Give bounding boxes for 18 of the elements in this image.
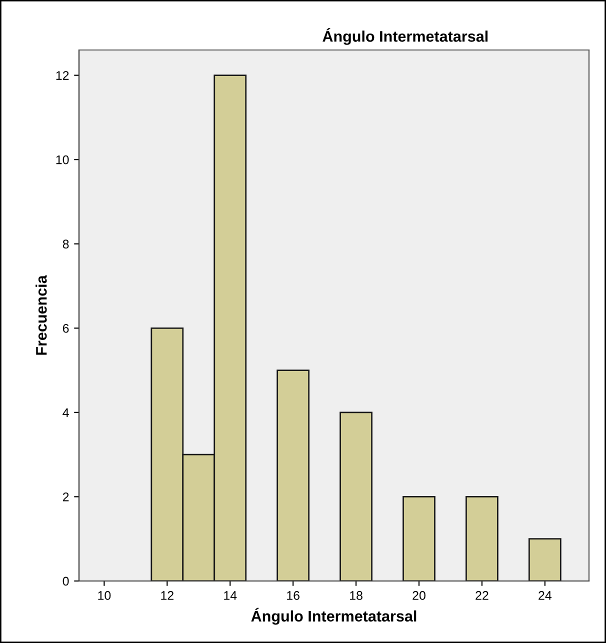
chart-title: Ángulo Intermetatarsal xyxy=(322,28,488,45)
x-tick-label: 10 xyxy=(98,591,111,600)
x-tick-label: 16 xyxy=(287,591,300,600)
y-tick-label: 2 xyxy=(62,492,69,502)
y-tick-label: 10 xyxy=(56,155,69,164)
y-tick-label: 6 xyxy=(62,324,69,333)
y-tick-label: 4 xyxy=(62,408,69,417)
x-tick-label: 18 xyxy=(350,591,362,600)
x-tick-label: 14 xyxy=(224,591,237,600)
x-axis-title: Ángulo Intermetatarsal xyxy=(251,608,416,625)
x-tick-label: 20 xyxy=(412,591,426,600)
y-tick-label: 0 xyxy=(62,576,69,586)
x-tick-label: 12 xyxy=(161,591,174,600)
y-axis-title: Frecuencia xyxy=(36,275,47,355)
y-tick-label: 8 xyxy=(62,240,69,249)
y-tick-label: 12 xyxy=(56,71,69,80)
x-tick-label: 22 xyxy=(476,591,488,600)
x-tick-label: 24 xyxy=(538,591,552,600)
